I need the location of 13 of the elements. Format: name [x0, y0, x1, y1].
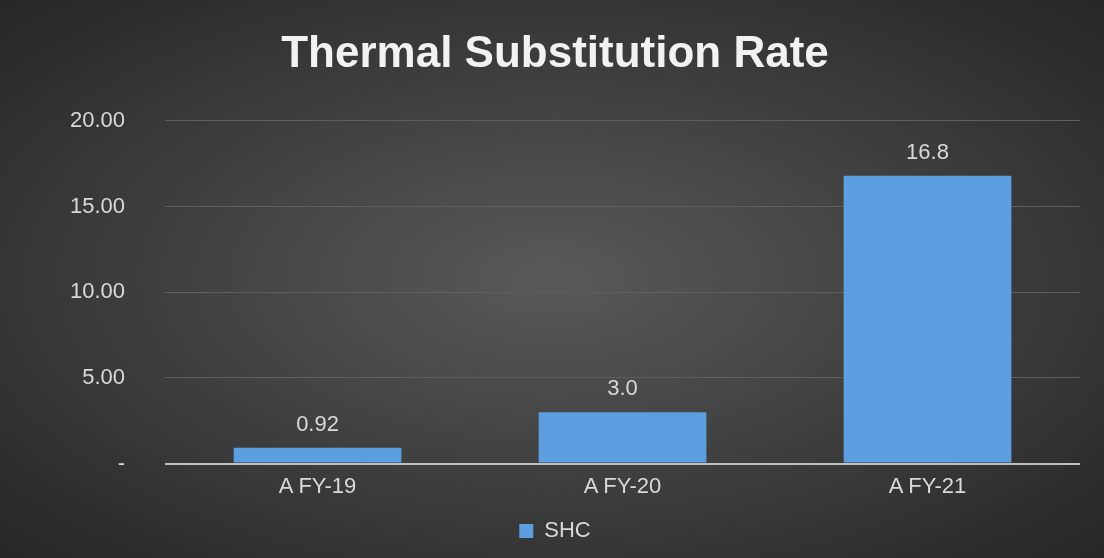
y-tick-label: 20.00 — [69, 106, 126, 132]
data-label: 0.92 — [296, 410, 339, 436]
data-label: 3.0 — [607, 375, 638, 401]
y-tick-label: - — [117, 449, 126, 475]
y-tick-label: 5.00 — [82, 363, 126, 389]
data-label: 16.8 — [906, 138, 949, 164]
x-tick-label: A FY-21 — [888, 472, 967, 498]
y-tick-label: 15.00 — [69, 192, 126, 218]
legend-label: SHC — [544, 517, 591, 543]
x-tick-label: A FY-19 — [278, 472, 357, 498]
x-tick-label: A FY-20 — [583, 472, 662, 498]
y-tick-label: 10.00 — [69, 278, 126, 304]
chart-title: Thermal Substitution Rate — [281, 26, 829, 76]
